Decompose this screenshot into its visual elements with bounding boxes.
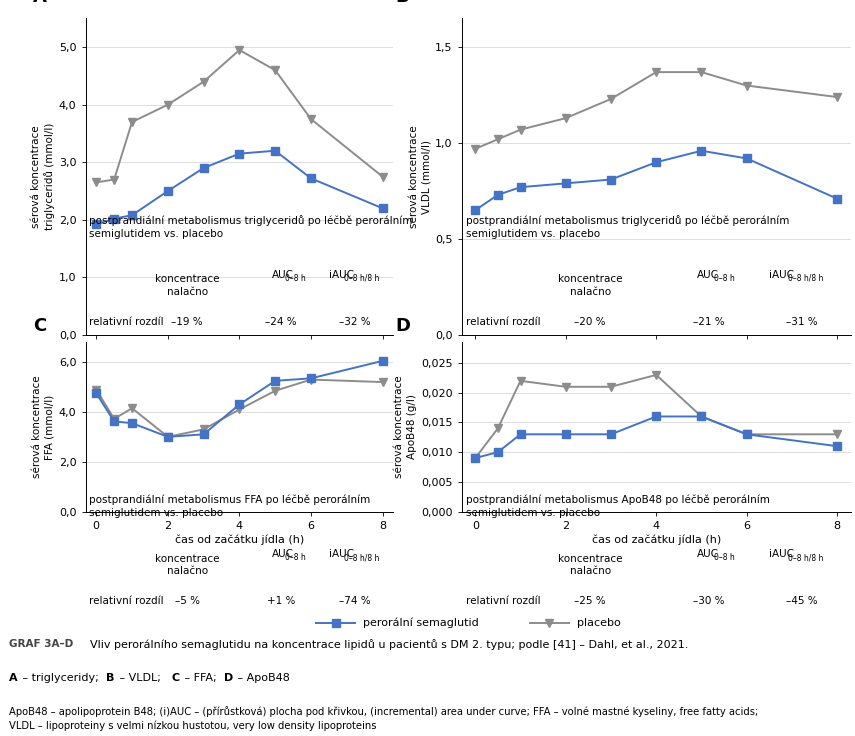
Text: –45 %: –45 % [787, 596, 818, 606]
Y-axis label: sérová koncentrace
FFA (mmol/l): sérová koncentrace FFA (mmol/l) [32, 375, 55, 478]
Text: iAUC: iAUC [328, 549, 354, 559]
Text: relativní rozdíl: relativní rozdíl [89, 596, 163, 606]
Text: 0–8 h/8 h: 0–8 h/8 h [344, 274, 380, 283]
Text: B: B [106, 673, 115, 684]
Text: C: C [171, 673, 180, 684]
Text: – triglyceridy;: – triglyceridy; [19, 673, 102, 684]
Y-axis label: sérová koncentrace
triglyceridů (mmol/l): sérová koncentrace triglyceridů (mmol/l) [31, 123, 55, 230]
Text: ApoB48 – apolipoprotein B48; (i)AUC – (přírůstková) plocha pod křivkou, (increme: ApoB48 – apolipoprotein B48; (i)AUC – (p… [9, 707, 758, 731]
Text: A: A [33, 0, 47, 6]
Text: koncentrace
nalačno: koncentrace nalačno [155, 554, 220, 576]
Text: –31 %: –31 % [787, 316, 818, 327]
Text: GRAF 3A–D: GRAF 3A–D [9, 639, 73, 648]
Text: –25 %: –25 % [575, 596, 606, 606]
Text: perorální semaglutid: perorální semaglutid [363, 618, 479, 628]
Text: koncentrace
nalačno: koncentrace nalačno [557, 275, 622, 297]
Text: iAUC: iAUC [769, 549, 794, 559]
Text: –20 %: –20 % [575, 316, 606, 327]
Text: postprandiální metabolismus triglyceridů po léčbě perorálním
semiglutidem vs. pl: postprandiální metabolismus triglyceridů… [89, 215, 412, 238]
Text: – VLDL;: – VLDL; [116, 673, 164, 684]
Text: –19 %: –19 % [171, 316, 203, 327]
X-axis label: čas od začátku jídla (h): čas od začátku jídla (h) [174, 358, 304, 369]
Text: –24 %: –24 % [265, 316, 297, 327]
Text: koncentrace
nalačno: koncentrace nalačno [155, 275, 220, 297]
Text: Vliv perorálního semaglutidu na koncentrace lipidů u pacientů s DM 2. typu; podl: Vliv perorálního semaglutidu na koncentr… [83, 639, 688, 650]
Text: B: B [396, 0, 410, 6]
X-axis label: čas od začátku jídla (h): čas od začátku jídla (h) [592, 535, 721, 545]
Text: 0–8 h/8 h: 0–8 h/8 h [344, 553, 380, 562]
Text: iAUC: iAUC [328, 269, 354, 280]
Text: AUC: AUC [697, 549, 719, 559]
X-axis label: čas od začátku jídla (h): čas od začátku jídla (h) [592, 358, 721, 369]
X-axis label: čas od začátku jídla (h): čas od začátku jídla (h) [174, 535, 304, 545]
Text: AUC: AUC [697, 269, 719, 280]
Text: 0–8 h: 0–8 h [714, 553, 734, 562]
Text: 0–8 h: 0–8 h [714, 274, 734, 283]
Text: 0–8 h/8 h: 0–8 h/8 h [788, 553, 824, 562]
Text: D: D [223, 673, 233, 684]
Text: AUC: AUC [272, 549, 294, 559]
Text: C: C [33, 317, 46, 336]
Text: D: D [396, 317, 410, 336]
Text: koncentrace
nalačno: koncentrace nalačno [557, 554, 622, 576]
Text: –5 %: –5 % [174, 596, 199, 606]
Text: 0–8 h: 0–8 h [285, 553, 306, 562]
Text: postprandiální metabolismus triglyceridů po léčbě perorálním
semiglutidem vs. pl: postprandiální metabolismus triglyceridů… [466, 215, 789, 238]
Text: –30 %: –30 % [693, 596, 724, 606]
Text: relativní rozdíl: relativní rozdíl [466, 316, 540, 327]
Text: AUC: AUC [272, 269, 294, 280]
Y-axis label: sérová koncentrace
VLDL (mmol/l): sérová koncentrace VLDL (mmol/l) [409, 125, 431, 228]
Y-axis label: sérová koncentrace
ApoB48 (g/l): sérová koncentrace ApoB48 (g/l) [394, 375, 417, 478]
Text: relativní rozdíl: relativní rozdíl [89, 316, 163, 327]
Text: A: A [9, 673, 17, 684]
Text: – FFA;: – FFA; [181, 673, 221, 684]
Text: placebo: placebo [577, 618, 621, 628]
Text: –74 %: –74 % [339, 596, 370, 606]
Text: 0–8 h/8 h: 0–8 h/8 h [788, 274, 824, 283]
Text: – ApoB48: – ApoB48 [233, 673, 290, 684]
Text: 0–8 h: 0–8 h [285, 274, 306, 283]
Text: postprandiální metabolismus FFA po léčbě perorálním
semiglutidem vs. placebo: postprandiální metabolismus FFA po léčbě… [89, 495, 370, 518]
Text: relativní rozdíl: relativní rozdíl [466, 596, 540, 606]
Text: iAUC: iAUC [769, 269, 794, 280]
Text: –32 %: –32 % [339, 316, 370, 327]
Text: postprandiální metabolismus ApoB48 po léčbě perorálním
semiglutidem vs. placebo: postprandiální metabolismus ApoB48 po lé… [466, 495, 770, 518]
Text: +1 %: +1 % [267, 596, 295, 606]
Text: –21 %: –21 % [693, 316, 724, 327]
